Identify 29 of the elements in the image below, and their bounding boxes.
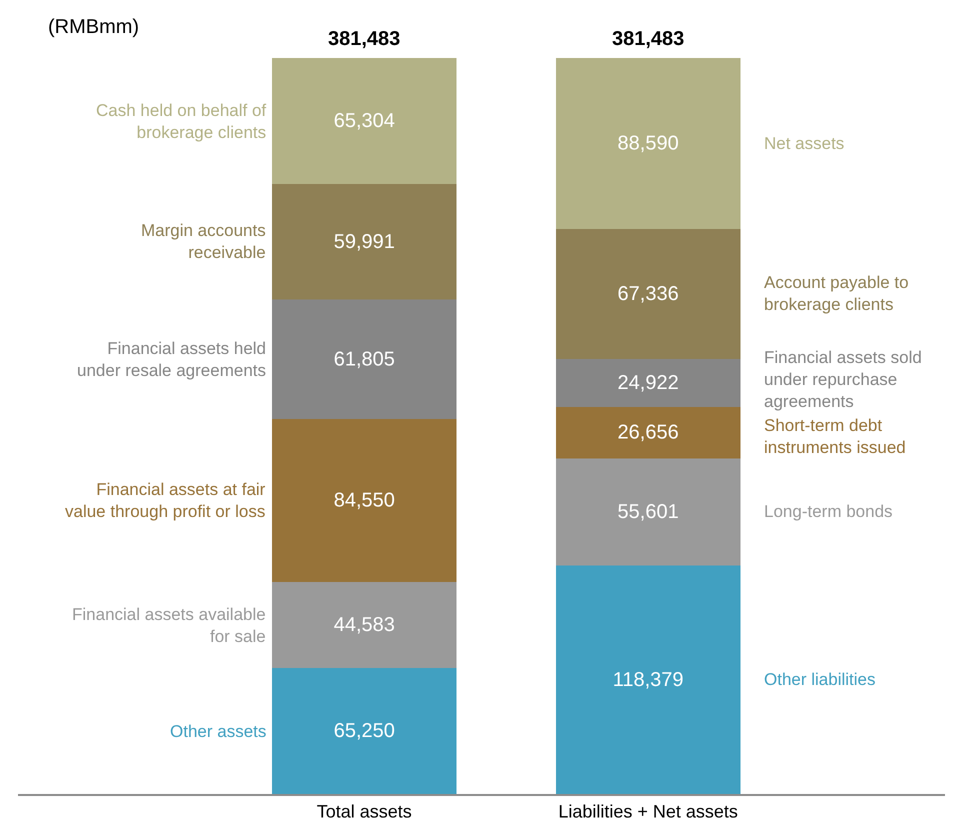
data-label: 59,991 — [334, 230, 395, 253]
data-label: 67,336 — [618, 282, 679, 305]
series-label: Cash held on behalf of brokerage clients — [96, 101, 266, 142]
data-label: 44,583 — [334, 614, 395, 636]
series-label: Margin accounts receivable — [141, 221, 266, 262]
x-tick-label: Liabilities + Net assets — [558, 802, 738, 822]
series-label: Other assets — [170, 722, 266, 741]
total-label: 381,483 — [612, 28, 684, 50]
series-label: Financial assets sold under repurchase agreements — [764, 348, 922, 412]
data-label: 65,304 — [334, 110, 395, 132]
series-label: Financial assets available for sale — [72, 605, 266, 646]
data-label: 55,601 — [618, 500, 679, 523]
series-label: Short-term debt instruments issued — [764, 416, 906, 458]
data-label: 26,656 — [618, 422, 679, 444]
series-label: Financial assets at fair value through profit or loss — [65, 480, 266, 522]
data-label: 65,250 — [334, 720, 395, 742]
x-tick-label: Total assets — [316, 802, 412, 822]
text: (RMBmm) — [48, 16, 140, 38]
series-label: Financial assets held under resale agreements — [77, 339, 266, 380]
data-label: 84,550 — [334, 490, 395, 512]
data-label: 24,922 — [618, 372, 679, 394]
data-label: 88,590 — [618, 132, 679, 154]
data-label: 118,379 — [612, 668, 684, 691]
series-label: Other liabilities — [764, 670, 876, 689]
series-label: Net assets — [764, 134, 844, 153]
total-label: 381,483 — [328, 28, 400, 50]
series-label: Long-term bonds — [764, 502, 893, 521]
series-label: Account payable to brokerage clients — [764, 273, 909, 314]
data-label: 61,805 — [334, 348, 395, 370]
